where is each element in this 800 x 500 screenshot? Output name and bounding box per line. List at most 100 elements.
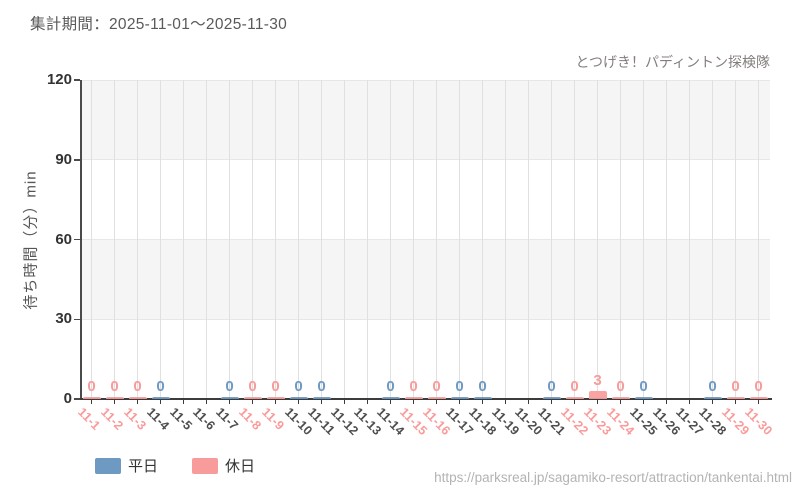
bar	[289, 396, 308, 399]
v-gridline	[735, 80, 736, 399]
x-tick-label: 11-8	[235, 405, 264, 433]
v-gridline	[666, 80, 667, 399]
bar-value-label: 0	[110, 377, 119, 395]
x-tick-mark	[688, 399, 691, 404]
y-tick-mark	[74, 398, 80, 400]
bar	[151, 396, 170, 399]
v-gridline	[229, 80, 230, 399]
x-tick-mark	[228, 399, 231, 404]
bar-value-label: 0	[317, 377, 326, 395]
bar	[105, 396, 124, 399]
bar-value-label: 0	[133, 377, 142, 395]
x-tick-label: 11-3	[120, 405, 149, 433]
holiday-color-swatch	[192, 457, 219, 474]
v-gridline	[298, 80, 299, 399]
attraction-name-subtitle: とつげき！パディントン探検隊	[575, 54, 770, 70]
bar	[128, 396, 147, 399]
v-gridline	[505, 80, 506, 399]
bar	[565, 396, 584, 399]
v-gridline	[597, 80, 598, 399]
v-gridline	[413, 80, 414, 399]
x-tick-mark	[527, 399, 530, 404]
bar-value-label: 0	[432, 377, 441, 395]
x-tick-label: 11-2	[97, 405, 126, 433]
bar	[312, 396, 331, 399]
v-gridline	[252, 80, 253, 399]
bar-value-label: 0	[616, 377, 625, 395]
v-gridline	[482, 80, 483, 399]
y-tick-mark	[74, 159, 80, 161]
x-tick-mark	[366, 399, 369, 404]
bar-value-label: 0	[386, 377, 395, 395]
v-gridline	[137, 80, 138, 399]
bar-value-label: 0	[570, 377, 579, 395]
v-gridline	[114, 80, 115, 399]
v-gridline	[436, 80, 437, 399]
x-tick-label: 11-7	[212, 405, 241, 433]
x-tick-mark	[734, 399, 737, 404]
bar	[473, 396, 492, 399]
y-tick-label: 120	[46, 71, 72, 88]
v-gridline	[574, 80, 575, 399]
y-axis-line	[80, 80, 82, 399]
v-gridline	[344, 80, 345, 399]
bar	[726, 396, 745, 399]
x-tick-mark	[435, 399, 438, 404]
weekday-color-swatch	[95, 457, 121, 474]
bar	[266, 396, 285, 399]
bar-value-label: 0	[248, 377, 257, 395]
bar	[703, 396, 722, 399]
bar	[588, 391, 607, 399]
bar	[749, 396, 768, 399]
bar-value-label: 0	[731, 377, 740, 395]
v-gridline	[643, 80, 644, 399]
bar-value-label: 0	[294, 377, 303, 395]
x-tick-mark	[113, 399, 116, 404]
bar-value-label: 0	[156, 377, 165, 395]
x-tick-mark	[504, 399, 507, 404]
x-tick-mark	[159, 399, 162, 404]
x-tick-mark	[251, 399, 254, 404]
h-gridline	[80, 159, 770, 161]
y-tick-label: 30	[55, 310, 72, 328]
bar	[82, 396, 101, 399]
x-tick-mark	[136, 399, 139, 404]
x-tick-mark	[550, 399, 553, 404]
y-tick-label: 60	[55, 230, 72, 248]
x-tick-mark	[90, 399, 93, 404]
source-url: https://parksreal.jp/sagamiko-resort/att…	[434, 470, 792, 485]
x-tick-mark	[458, 399, 461, 404]
x-tick-mark	[297, 399, 300, 404]
bar-value-label: 0	[754, 377, 763, 395]
v-gridline	[758, 80, 759, 399]
bar	[381, 396, 400, 399]
bar-value-label: 0	[409, 377, 418, 395]
y-tick-label: 90	[55, 150, 72, 168]
v-gridline	[367, 80, 368, 399]
v-gridline	[183, 80, 184, 399]
legend-item-weekday: 平日	[95, 455, 158, 476]
y-tick-mark	[74, 318, 80, 320]
x-tick-label: 11-5	[166, 405, 195, 433]
bar	[450, 396, 469, 399]
v-gridline	[459, 80, 460, 399]
v-gridline	[275, 80, 276, 399]
period-title: 集計期間：2025-11-01～2025-11-30	[30, 16, 288, 33]
x-tick-mark	[619, 399, 622, 404]
x-axis-line	[79, 398, 772, 400]
v-gridline	[321, 80, 322, 399]
h-gridline	[80, 318, 770, 320]
legend: 平日 休日	[95, 455, 255, 476]
x-tick-mark	[205, 399, 208, 404]
v-gridline	[712, 80, 713, 399]
x-tick-mark	[320, 399, 323, 404]
h-gridline	[80, 239, 770, 240]
legend-label-holiday: 休日	[225, 458, 256, 475]
x-tick-mark	[665, 399, 668, 404]
x-tick-label: 11-9	[258, 405, 287, 433]
v-gridline	[620, 80, 621, 399]
x-tick-mark	[757, 399, 760, 404]
bar	[542, 396, 561, 399]
bar	[427, 396, 446, 399]
